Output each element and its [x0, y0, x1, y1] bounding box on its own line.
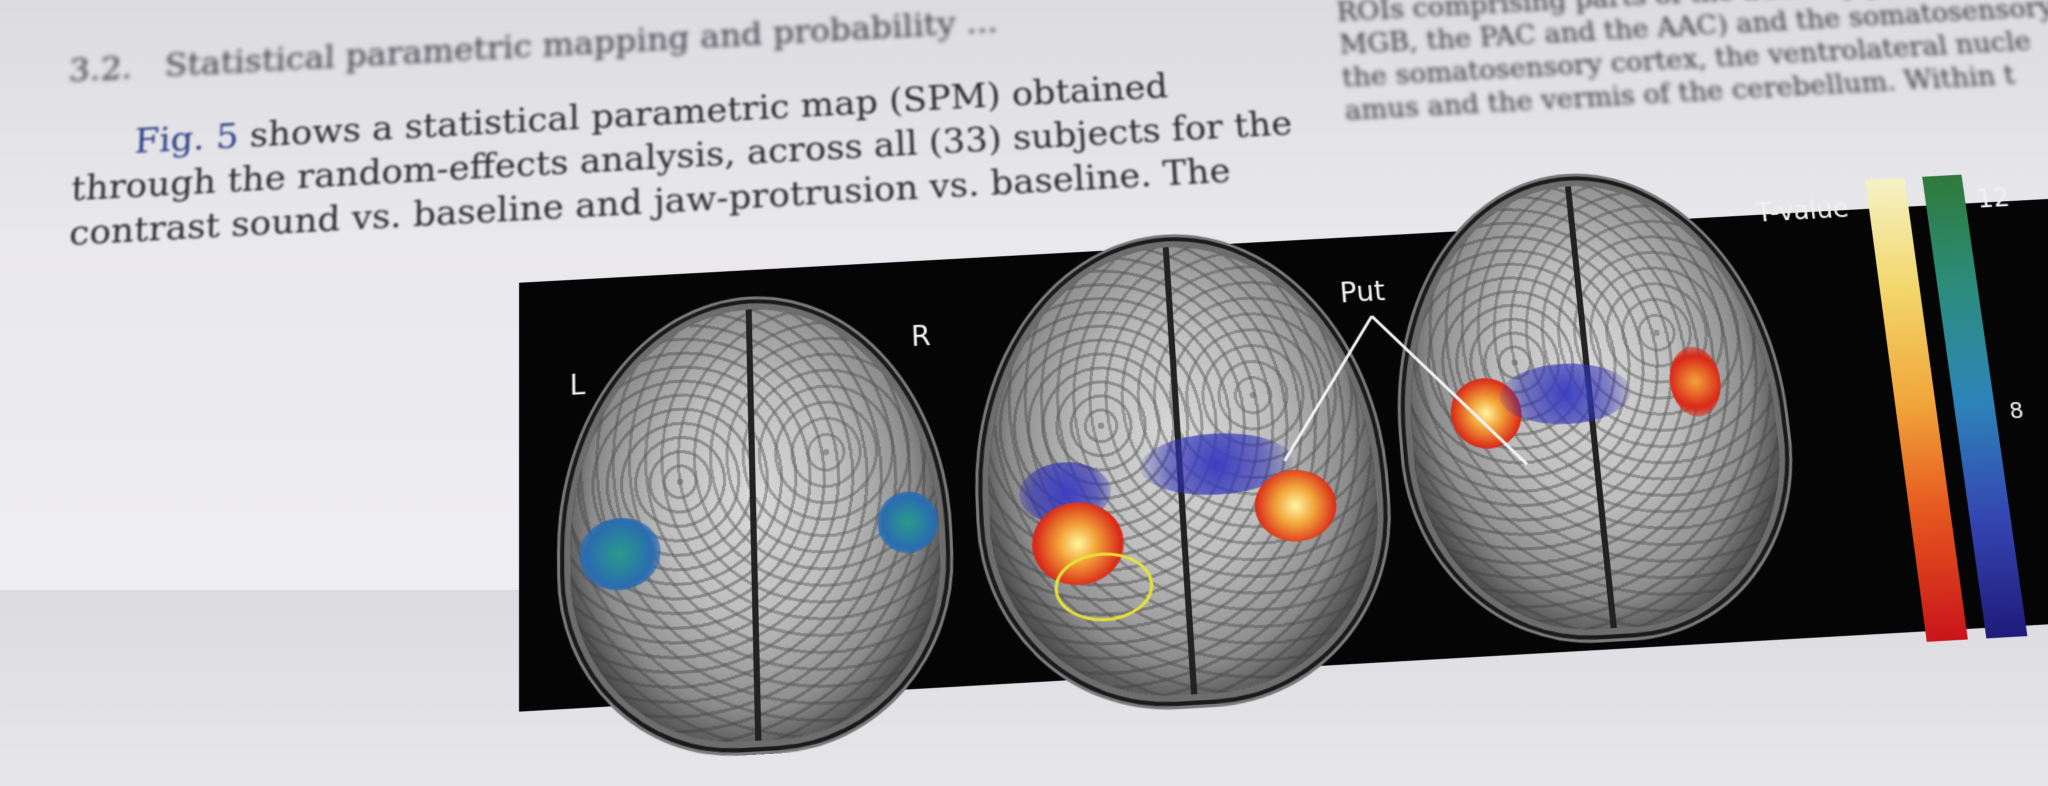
left-hemisphere-label: L [570, 368, 586, 402]
colorbar-title: T-value [1755, 194, 1851, 228]
section-heading: 3.2. Statistical parametric mapping and … [68, 3, 999, 90]
colorbar-max-label: 12 [1975, 184, 2012, 215]
brain-slice-3 [1392, 177, 1800, 639]
putamen-label: Put [1339, 275, 1387, 310]
brain-slice-1 [569, 300, 947, 752]
section-title: Statistical parametric mapping and proba… [164, 3, 999, 85]
document-page: 3.2. Statistical parametric mapping and … [0, 0, 2048, 658]
section-number: 3.2. [68, 49, 133, 90]
body-paragraph: Fig. 5 shows a statistical parametric ma… [68, 58, 1299, 256]
right-column-text: ROIs comprising parts of the auditory pa… [1335, 0, 2010, 127]
figure-reference-link[interactable]: Fig. 5 [134, 117, 239, 162]
right-hemisphere-label: R [910, 319, 931, 353]
spm-figure: L R Put T-value 12 8 [519, 198, 2048, 712]
brain-slice-2 [978, 237, 1392, 706]
colorbar-min-label: 8 [2008, 399, 2026, 425]
